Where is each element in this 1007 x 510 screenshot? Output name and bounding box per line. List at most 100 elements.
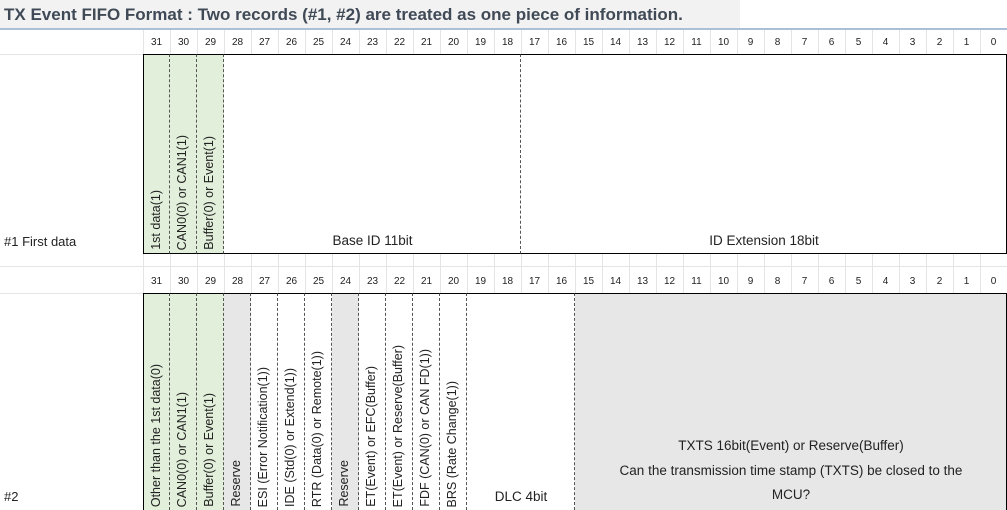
grid-column-line [791,30,792,510]
bit-number: 25 [312,37,325,48]
grid-column-line [494,30,495,510]
row2-field-label: Reserve [229,460,243,507]
bit-number: 7 [801,37,808,48]
row2-txts-line3: MCU? [771,487,811,502]
row2-field-label: BRS (Rate Change(1)) [445,380,459,507]
bit-number: 3 [909,37,916,48]
row2-field-label: Reserve [337,460,351,507]
grid-column-line [548,30,549,510]
bit-number: 23 [366,37,379,48]
grid-column-line [737,30,738,510]
row1-field-can: CAN0(0) or CAN1(1) [175,134,189,250]
bit-number: 15 [582,276,595,287]
grid-column-line [413,30,414,510]
bit-number: 4 [882,37,889,48]
grid-column-line [926,30,927,510]
row2-bit30: CAN0(0) or CAN1(1) [170,293,197,510]
grid-column-line [656,30,657,510]
row2-bit26: IDE (Std(0) or Extend(1)) [278,293,305,510]
bit-number: 22 [393,276,406,287]
bit-number: 8 [774,37,781,48]
grid-column-line [278,30,279,510]
grid-column-line [359,30,360,510]
bit-number: 9 [747,276,754,287]
row2-field-label: Other than the 1st data(0) [149,363,163,507]
bit-number: 13 [636,276,649,287]
grid-column-line [602,30,603,510]
bit-number: 7 [801,276,808,287]
bit-number: 10 [717,37,730,48]
grid-column-line [818,30,819,510]
bit-number: 12 [663,37,676,48]
bit-number: 4 [882,276,889,287]
bit-number: 16 [555,276,568,287]
grid-column-line [251,30,252,510]
bit-number: 28 [231,37,244,48]
bit-number: 11 [691,37,702,48]
bit-number: 31 [150,37,163,48]
bit-number: 26 [285,276,298,287]
grid-column-line [467,30,468,510]
bit-number: 29 [204,37,217,48]
row1-id-ext-cell: ID Extension 18bit [521,54,1007,254]
grid-column-line [872,30,873,510]
row2-bit31: Other than the 1st data(0) [143,293,170,510]
bit-number: 19 [474,276,487,287]
bit-number: 19 [474,37,487,48]
bit-number: 17 [528,276,541,287]
row2-label: #2 [4,489,19,504]
row2-txts-line2: Can the transmission time stamp (TXTS) b… [619,463,963,478]
bit-number: 20 [447,37,460,48]
bit-number: 0 [990,276,997,287]
bit-number: 21 [420,37,433,48]
bit-number: 27 [258,276,271,287]
row1-bit31: 1st data(1) [143,54,170,254]
bit-number: 24 [339,37,352,48]
bit-number: 24 [339,276,352,287]
row2-field-label: FDF (CAN(0) or CAN FD(1)) [418,349,432,507]
row2-bit21: FDF (CAN(0) or CAN FD(1)) [413,293,440,510]
row2-bit24: Reserve [332,293,359,510]
row2-field-label: IDE (Std(0) or Extend(1)) [283,368,297,507]
row2-bit20: BRS (Rate Change(1)) [440,293,467,510]
row2-bit27: ESI (Error Notification(1)) [251,293,278,510]
row2-field-label: Buffer(0) or Event(1) [202,393,216,507]
bit-number: 8 [774,276,781,287]
row2-bit28: Reserve [224,293,251,510]
bit-number: 5 [855,276,862,287]
bit-number: 13 [636,37,649,48]
row2-bit22: ET(Event) or Reserve(Buffer) [386,293,413,510]
bit-number: 15 [582,37,595,48]
row2-txts-cell: TXTS 16bit(Event) or Reserve(Buffer) Can… [575,293,1007,510]
bit-number: 6 [828,276,835,287]
bit-number: 9 [747,37,754,48]
row2-field-label: ET(Event) or Reserve(Buffer) [391,344,405,507]
grid-column-line [386,30,387,510]
bit-number: 2 [936,276,943,287]
row2-dlc-label: DLC 4bit [494,489,548,504]
bit-number: 14 [609,276,622,287]
bit-number: 11 [691,276,702,287]
bit-number: 3 [909,276,916,287]
bit-number: 31 [150,276,163,287]
bit-number: 16 [555,37,568,48]
grid-column-line [980,30,981,510]
bit-number: 28 [231,276,244,287]
bit-number: 17 [528,37,541,48]
bit-number: 29 [204,276,217,287]
grid-column-line [170,30,171,510]
row2-field-label: ET(Event) or EFC(Buffer) [364,366,378,507]
bit-number: 0 [990,37,997,48]
grid-column-line [440,30,441,510]
grid-column-line [899,30,900,510]
bit-number: 6 [828,37,835,48]
bit-number: 25 [312,276,325,287]
page-title: TX Event FIFO Format : Two records (#1, … [4,5,683,24]
grid-row-line [0,266,1007,267]
row2-field-label: CAN0(0) or CAN1(1) [175,391,189,507]
bit-number: 30 [177,276,190,287]
row2-field-label: ESI (Error Notification(1)) [256,366,270,507]
grid-column-line [683,30,684,510]
grid-column-line [845,30,846,510]
grid-column-line [305,30,306,510]
